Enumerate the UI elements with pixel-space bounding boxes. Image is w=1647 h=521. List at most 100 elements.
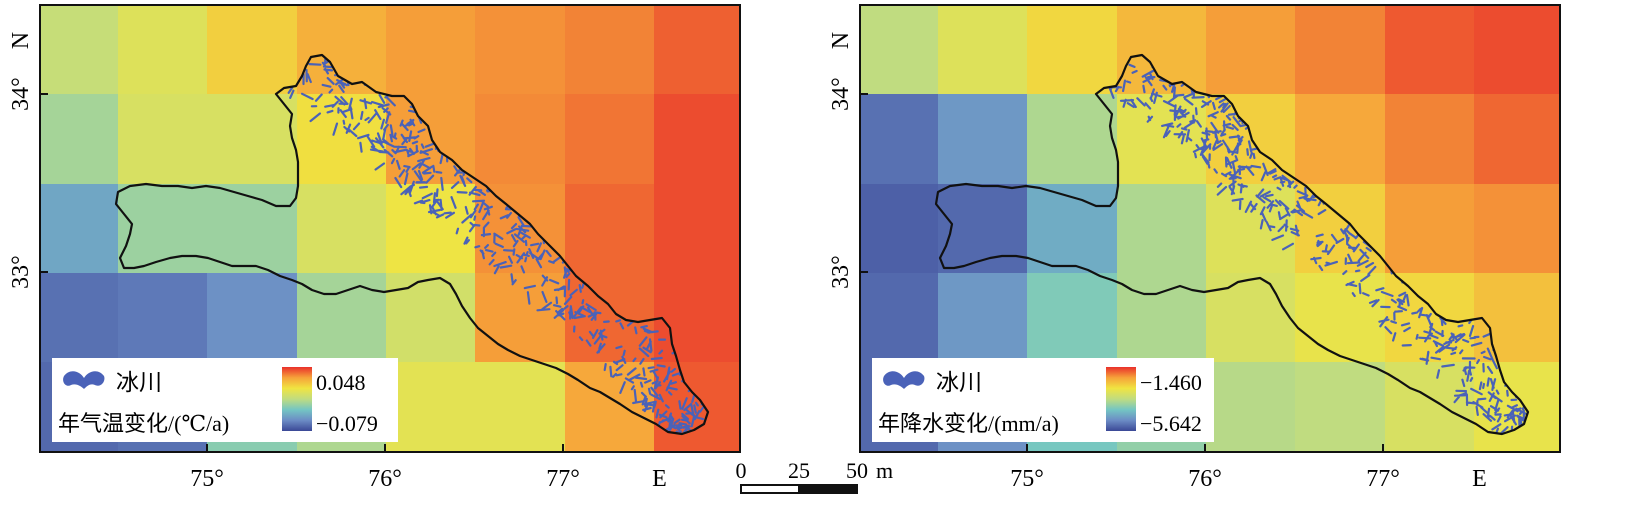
grid-cell	[654, 273, 740, 362]
lon-label: E	[1472, 466, 1487, 492]
grid-cell	[40, 273, 118, 362]
grid-cell	[938, 5, 1027, 94]
lat-label: 34°	[828, 77, 854, 111]
grid-cell	[654, 184, 740, 273]
glacier-strokes	[282, 55, 708, 434]
grid-cell	[207, 273, 297, 362]
grid-cell	[1474, 5, 1560, 94]
grid-cell	[475, 362, 565, 452]
legend-box	[872, 358, 1214, 442]
grid-cell	[386, 184, 475, 273]
grid-cell	[1295, 5, 1385, 94]
lon-label: 77°	[546, 466, 580, 492]
legend-title: 年降水变化/(mm/a)	[878, 411, 1059, 436]
legend-max-label: −1.460	[1140, 370, 1202, 395]
grid-cell	[475, 273, 565, 362]
lat-label: 33°	[8, 255, 34, 289]
grid-cell	[1206, 362, 1295, 452]
map-frame	[39, 4, 741, 453]
scale-label-50: 50	[846, 458, 868, 483]
scale-label-25: 25	[788, 458, 810, 483]
lon-label: 77°	[1366, 466, 1400, 492]
grid-cell	[860, 5, 938, 94]
grid-cell	[1385, 184, 1474, 273]
lon-label: E	[652, 466, 667, 492]
scale-bar: 0 25 50 m	[736, 458, 893, 494]
lon-label: 76°	[1188, 466, 1222, 492]
grid-cell	[1117, 94, 1206, 184]
lon-label: 76°	[368, 466, 402, 492]
grid-cell	[118, 94, 207, 184]
lon-label: 75°	[1010, 466, 1044, 492]
lon-ticks: 75° 76° 77° E	[190, 444, 667, 492]
grid-cell	[118, 184, 207, 273]
lat-label: 34°	[8, 77, 34, 111]
lat-ticks: N 34° 33°	[8, 32, 48, 289]
grid-cell	[475, 5, 565, 94]
temperature-map: N 34° 33° 75° 76° 77° E 冰川 年气温变化/(℃/a) 0.048 …	[8, 4, 741, 492]
grid-cell	[1295, 273, 1385, 362]
grid-cell	[1385, 362, 1474, 452]
lat-label: N	[8, 32, 34, 49]
grid-cell	[297, 184, 386, 273]
grid-cell	[386, 362, 475, 452]
basin-boundary	[114, 53, 710, 436]
grid-cell	[1027, 273, 1117, 362]
scale-segment-white	[740, 484, 800, 494]
grid-cell	[938, 273, 1027, 362]
grid-cell	[1206, 273, 1295, 362]
legend-box	[52, 358, 398, 442]
grid-cell	[1474, 362, 1560, 452]
grid-cell	[565, 184, 654, 273]
legend: 冰川 年降水变化/(mm/a) −1.460 −5.642	[872, 358, 1214, 442]
grid-cell	[1295, 184, 1385, 273]
grid-cell	[1027, 184, 1117, 273]
legend-title: 年气温变化/(℃/a)	[58, 411, 229, 436]
grid-cell	[1027, 94, 1117, 184]
grid-cell	[386, 273, 475, 362]
grid-cell	[1295, 94, 1385, 184]
grid-cell	[118, 5, 207, 94]
lon-label: 75°	[190, 466, 224, 492]
grid-cell	[565, 5, 654, 94]
grid-cell	[860, 184, 938, 273]
glacier-layer	[282, 55, 708, 434]
scale-segment-black	[798, 484, 858, 494]
grid-cell	[118, 273, 207, 362]
grid-cell	[207, 94, 297, 184]
grid-cell	[938, 94, 1027, 184]
grid-cell	[40, 184, 118, 273]
map-frame	[859, 4, 1561, 453]
grid-cell	[938, 184, 1027, 273]
glacier-symbol	[63, 371, 105, 389]
grid-cell	[1027, 5, 1117, 94]
glacier-label: 冰川	[116, 370, 162, 395]
lon-ticks: 75° 76° 77° E	[1010, 444, 1487, 492]
grid-cell	[565, 94, 654, 184]
grid-cell	[1117, 184, 1206, 273]
grid-cell	[475, 94, 565, 184]
grid-cell	[40, 94, 118, 184]
lat-ticks: N 34° 33°	[828, 32, 868, 289]
grid-cell	[297, 273, 386, 362]
basin-boundary	[934, 53, 1530, 436]
glacier-symbol	[883, 371, 925, 389]
grid-cell	[1474, 94, 1560, 184]
grid-cell	[207, 5, 297, 94]
precipitation-map: N 34° 33° 75° 76° 77° E 冰川 年降水变化/(mm/a) −1.46…	[828, 4, 1561, 492]
grid-cell	[1295, 362, 1385, 452]
glacier-label: 冰川	[936, 370, 982, 395]
grid-cell	[1206, 5, 1295, 94]
legend-max-label: 0.048	[316, 370, 366, 395]
lat-label: 33°	[828, 255, 854, 289]
grid-cell	[654, 5, 740, 94]
grid-cell	[654, 94, 740, 184]
grid-cell	[860, 273, 938, 362]
grid-cell	[860, 94, 938, 184]
legend: 冰川 年气温变化/(℃/a) 0.048 −0.079	[52, 358, 398, 442]
grid-cell	[297, 94, 386, 184]
scale-unit: m	[876, 458, 893, 483]
grid-cell	[1474, 184, 1560, 273]
grid-cell	[40, 5, 118, 94]
grid-cell	[565, 362, 654, 452]
